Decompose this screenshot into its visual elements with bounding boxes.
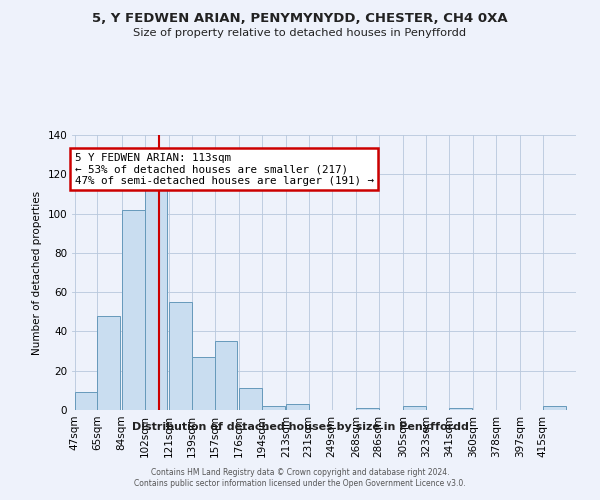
Bar: [286, 404, 309, 410]
Bar: [169, 302, 191, 410]
Bar: [239, 388, 262, 410]
Bar: [122, 210, 145, 410]
Bar: [356, 408, 379, 410]
Bar: [145, 184, 167, 410]
Text: Contains HM Land Registry data © Crown copyright and database right 2024.
Contai: Contains HM Land Registry data © Crown c…: [134, 468, 466, 487]
Bar: [215, 341, 238, 410]
Bar: [191, 357, 215, 410]
Bar: [97, 316, 121, 410]
Bar: [449, 408, 472, 410]
Bar: [403, 406, 426, 410]
Bar: [74, 392, 97, 410]
Text: 5 Y FEDWEN ARIAN: 113sqm
← 53% of detached houses are smaller (217)
47% of semi-: 5 Y FEDWEN ARIAN: 113sqm ← 53% of detach…: [74, 152, 374, 186]
Bar: [262, 406, 284, 410]
Text: Distribution of detached houses by size in Penyffordd: Distribution of detached houses by size …: [131, 422, 469, 432]
Y-axis label: Number of detached properties: Number of detached properties: [32, 190, 42, 354]
Text: Size of property relative to detached houses in Penyffordd: Size of property relative to detached ho…: [133, 28, 467, 38]
Text: 5, Y FEDWEN ARIAN, PENYMYNYDD, CHESTER, CH4 0XA: 5, Y FEDWEN ARIAN, PENYMYNYDD, CHESTER, …: [92, 12, 508, 26]
Bar: [543, 406, 566, 410]
